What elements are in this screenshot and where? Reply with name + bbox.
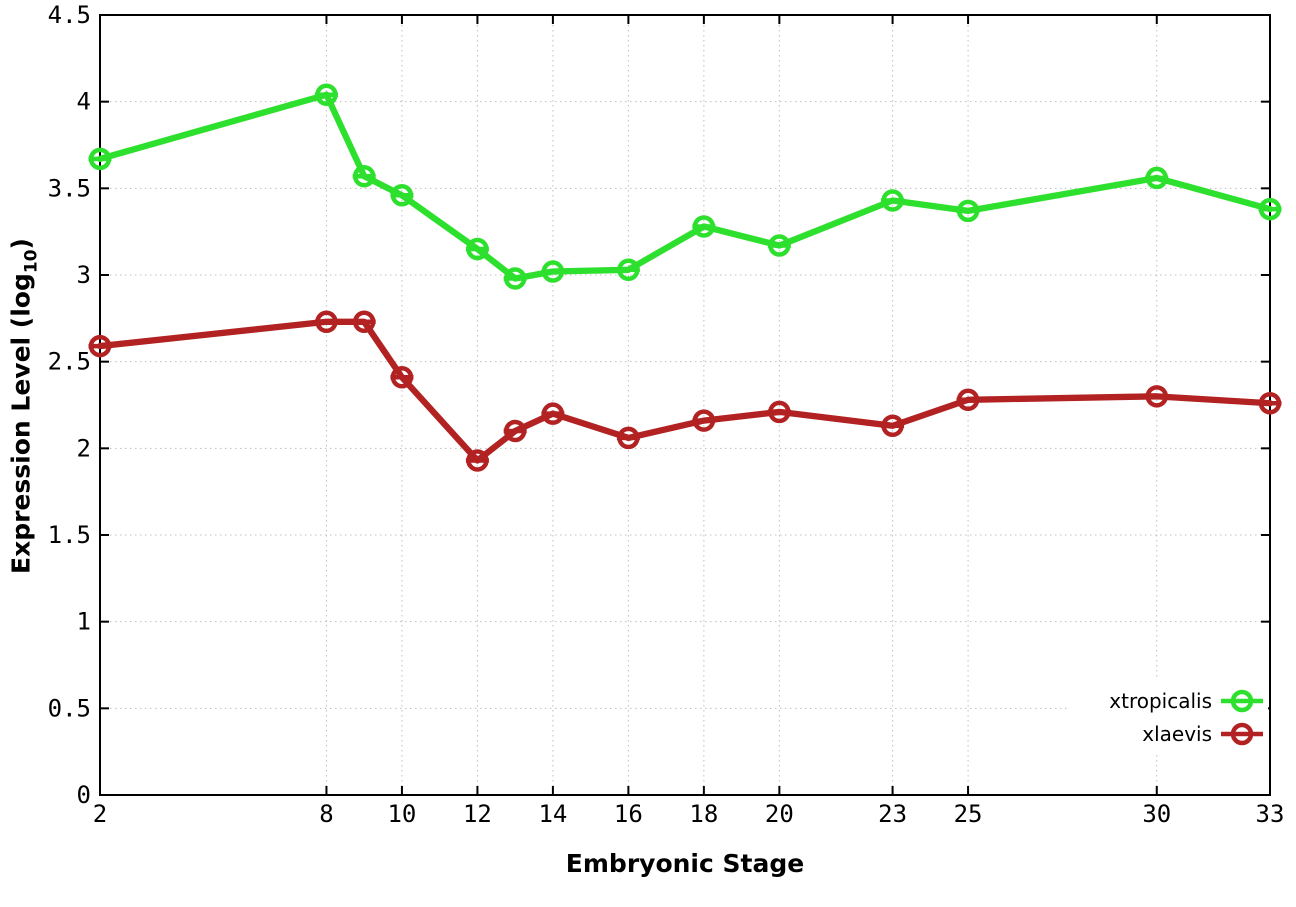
- data-point-xlaevis: [541, 402, 565, 425]
- data-point-xlaevis: [617, 426, 640, 450]
- data-point-xtropicalis: [315, 83, 338, 106]
- data-point-xtropicalis: [1145, 166, 1169, 190]
- y-tick-label: 3: [77, 261, 91, 289]
- series-line-xtropicalis: [96, 91, 1274, 282]
- data-point-xlaevis: [692, 409, 716, 432]
- data-point-xlaevis: [315, 310, 338, 334]
- data-point-xlaevis: [768, 400, 791, 424]
- data-point-xlaevis: [390, 366, 414, 389]
- y-tick-label: 2.5: [48, 348, 91, 376]
- x-tick-label: 16: [614, 800, 643, 828]
- x-tick-label: 23: [878, 800, 907, 828]
- x-tick-label: 33: [1256, 800, 1285, 828]
- x-tick-label: 8: [319, 800, 333, 828]
- y-tick-label: 3.5: [48, 174, 91, 202]
- data-point-xtropicalis: [541, 260, 565, 283]
- y-tick-label: 0: [77, 781, 91, 809]
- data-point-xtropicalis: [503, 267, 527, 290]
- y-axis-title: Expression Level (log10): [7, 238, 42, 574]
- legend-label-xtropicalis: xtropicalis: [1109, 689, 1212, 713]
- x-tick-label: 2: [93, 800, 107, 828]
- data-point-xlaevis: [88, 334, 112, 358]
- legend-sample-marker-xlaevis: [1230, 722, 1254, 746]
- data-point-xtropicalis: [390, 184, 414, 207]
- y-tick-label: 1: [77, 608, 91, 636]
- y-tick-label: 0.5: [48, 694, 91, 722]
- data-point-xtropicalis: [768, 234, 791, 257]
- data-point-xtropicalis: [1258, 197, 1282, 221]
- series-line-xlaevis: [96, 318, 1274, 464]
- y-tick-label: 2: [77, 434, 91, 462]
- y-tick-label: 4.5: [48, 1, 91, 29]
- data-point-xlaevis: [352, 310, 376, 334]
- x-tick-label: 25: [954, 800, 983, 828]
- x-tick-label: 30: [1142, 800, 1171, 828]
- data-point-xlaevis: [503, 419, 527, 443]
- y-axis-title-text: Expression Level (log: [6, 273, 36, 574]
- legend-label-xlaevis: xlaevis: [1142, 722, 1212, 746]
- legend-sample-marker-xtropicalis: [1230, 689, 1254, 713]
- y-axis-title-close: ): [6, 238, 36, 250]
- data-point-xtropicalis: [692, 215, 716, 238]
- data-point-xlaevis: [956, 388, 980, 412]
- data-point-xtropicalis: [881, 189, 904, 212]
- x-tick-label: 20: [765, 800, 794, 828]
- y-axis-title-subscript: 10: [21, 249, 42, 274]
- x-tick-label: 14: [538, 800, 567, 828]
- x-axis-title: Embryonic Stage: [565, 849, 805, 878]
- data-point-xtropicalis: [88, 147, 112, 171]
- data-point-xtropicalis: [352, 164, 376, 188]
- data-point-xlaevis: [466, 449, 489, 472]
- data-point-xtropicalis: [466, 237, 489, 261]
- data-point-xlaevis: [881, 414, 904, 438]
- data-point-xtropicalis: [617, 258, 640, 282]
- x-tick-label: 10: [387, 800, 416, 828]
- data-point-xlaevis: [1258, 392, 1282, 415]
- y-tick-label: 1.5: [48, 521, 91, 549]
- data-point-xlaevis: [1145, 385, 1169, 408]
- y-tick-label: 4: [77, 88, 91, 116]
- x-tick-label: 18: [689, 800, 718, 828]
- x-tick-label: 12: [463, 800, 492, 828]
- data-point-xtropicalis: [956, 199, 980, 223]
